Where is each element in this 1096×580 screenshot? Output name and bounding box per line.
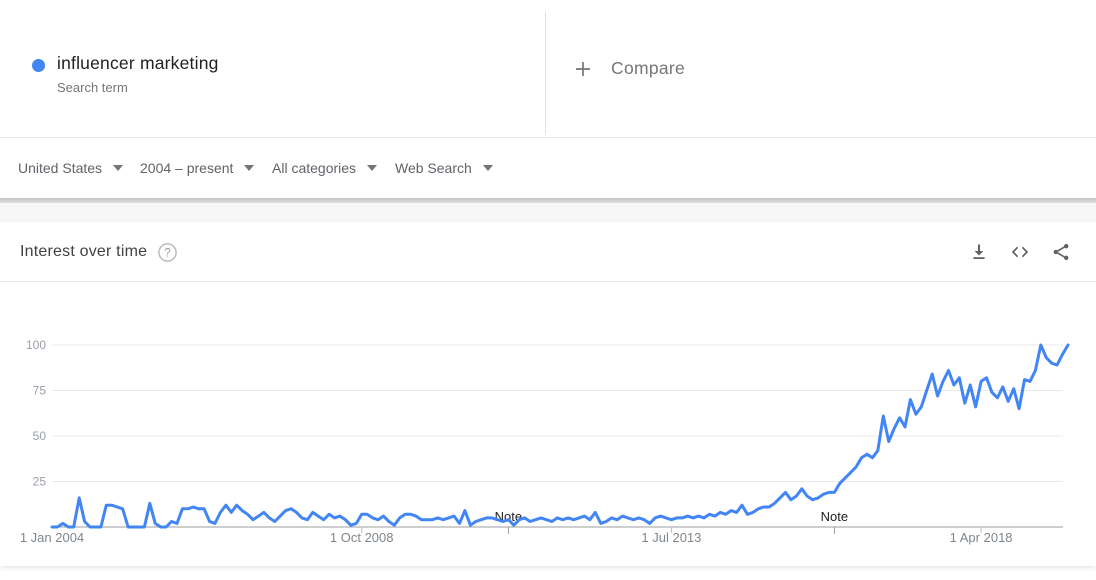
- chevron-down-icon: [244, 165, 255, 171]
- search-term-card: influencer marketing Search term Compare: [0, 0, 1096, 137]
- filter-category-label: All categories: [272, 160, 357, 176]
- y-axis-tick-label: 100: [26, 338, 46, 352]
- filter-timerange-label: 2004 – present: [140, 160, 234, 176]
- x-axis-tick-label: 1 Oct 2008: [330, 530, 394, 545]
- chevron-down-icon: [367, 165, 378, 171]
- vertical-divider: [545, 12, 546, 134]
- y-axis-tick-label: 50: [33, 429, 47, 443]
- x-axis-tick-label: 1 Apr 2018: [950, 530, 1013, 545]
- trend-line-influencer-marketing[interactable]: [50, 343, 1070, 529]
- compare-button[interactable]: Compare: [572, 0, 685, 137]
- chart-header-divider: [0, 281, 1096, 282]
- x-axis-tick-label: 1 Jul 2013: [641, 530, 701, 545]
- filter-searchtype-dropdown[interactable]: Web Search: [395, 138, 493, 198]
- series-color-dot: [32, 59, 45, 72]
- filter-timerange-dropdown[interactable]: 2004 – present: [140, 138, 255, 198]
- chart-actions: [968, 222, 1072, 282]
- section-shadow: [0, 198, 1096, 203]
- interest-over-time-card: Interest over time ?: [0, 222, 1096, 566]
- embed-icon[interactable]: [1009, 241, 1031, 263]
- page-background-gap: [0, 203, 1096, 222]
- chevron-down-icon: [482, 165, 493, 171]
- y-axis-tick-label: 75: [33, 384, 47, 398]
- plus-icon: [572, 58, 594, 80]
- horizontal-divider: [0, 137, 1096, 138]
- svg-text:?: ?: [164, 247, 170, 259]
- filter-region-dropdown[interactable]: United States: [18, 138, 124, 198]
- y-axis-tick-label: 25: [33, 475, 47, 489]
- compare-label: Compare: [611, 58, 686, 78]
- filter-category-dropdown[interactable]: All categories: [272, 138, 378, 198]
- filter-searchtype-label: Web Search: [395, 160, 472, 176]
- search-term-title[interactable]: influencer marketing: [57, 53, 219, 73]
- help-icon[interactable]: ?: [156, 241, 178, 263]
- search-term-subtitle: Search term: [57, 80, 128, 95]
- chart-title: Interest over time: [20, 243, 148, 260]
- share-icon[interactable]: [1050, 241, 1072, 263]
- filter-region-label: United States: [18, 160, 103, 176]
- chart-card-header: Interest over time ?: [0, 222, 1096, 282]
- note-label[interactable]: Note: [821, 509, 848, 524]
- chevron-down-icon: [113, 165, 124, 171]
- x-axis-tick-label: 1 Jan 2004: [20, 530, 84, 545]
- download-icon[interactable]: [968, 241, 990, 263]
- filters-bar: United States 2004 – present All categor…: [0, 138, 1096, 198]
- interest-over-time-chart[interactable]: 100 75 50 25 1 Jan 2004 1 Oct 2008 1 Jul 2013 1…: [0, 222, 1096, 566]
